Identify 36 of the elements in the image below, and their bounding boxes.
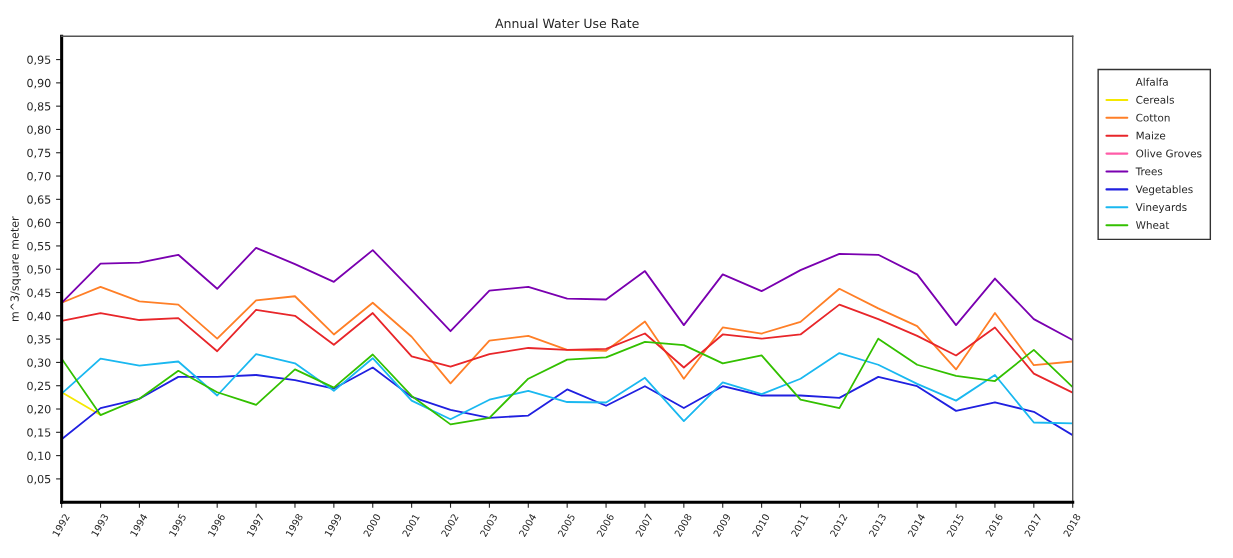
text: Alfalfa [1135, 77, 1168, 86]
y-tick-label: 0,40 [27, 311, 51, 322]
y-axis-title: m^3/square meter [10, 216, 21, 322]
y-tick-label: 0,30 [27, 358, 51, 368]
y-tick-label: 0,05 [27, 474, 51, 485]
legend-label: Vineyards [1135, 203, 1187, 214]
legend-label: Maize [1136, 131, 1166, 140]
line-series [61, 366, 1073, 441]
y-tick-label: 0,80 [27, 125, 51, 135]
y-tick-label: 0,10 [27, 451, 51, 462]
line-series [61, 286, 1073, 385]
y-tick-label: 0,90 [27, 78, 51, 89]
legend-label: Wheat [1135, 220, 1170, 229]
y-tick-label: 0,85 [27, 102, 51, 112]
legend-label: Olive Groves [1136, 149, 1202, 158]
line-series [61, 352, 1073, 425]
y-tick-label: 0,65 [27, 195, 51, 205]
y-tick-label: 0,45 [27, 288, 51, 299]
y-tick-label: 0,15 [27, 428, 51, 438]
y-tick-label: 0,60 [27, 218, 51, 229]
y-tick-label: 0,50 [27, 265, 51, 275]
y-tick-label: 0,95 [27, 55, 51, 66]
legend-label: Cereals [1136, 95, 1174, 104]
legend-label: Cotton [1136, 113, 1170, 122]
legend-label: Trees [1135, 167, 1163, 176]
line-series [61, 303, 1073, 394]
legend-label: Vegetables [1135, 185, 1193, 196]
y-tick-label: 0,25 [27, 381, 51, 392]
y-tick-label: 0,75 [27, 148, 51, 159]
y-tick-label: 0,20 [27, 404, 51, 415]
line-series [61, 246, 1073, 341]
line-series [61, 337, 1073, 426]
y-tick-label: 0,70 [27, 172, 51, 182]
y-tick-label: 0,55 [27, 241, 51, 252]
y-tick-label: 0,35 [27, 335, 51, 345]
chart-title: Annual Water Use Rate [495, 18, 639, 29]
